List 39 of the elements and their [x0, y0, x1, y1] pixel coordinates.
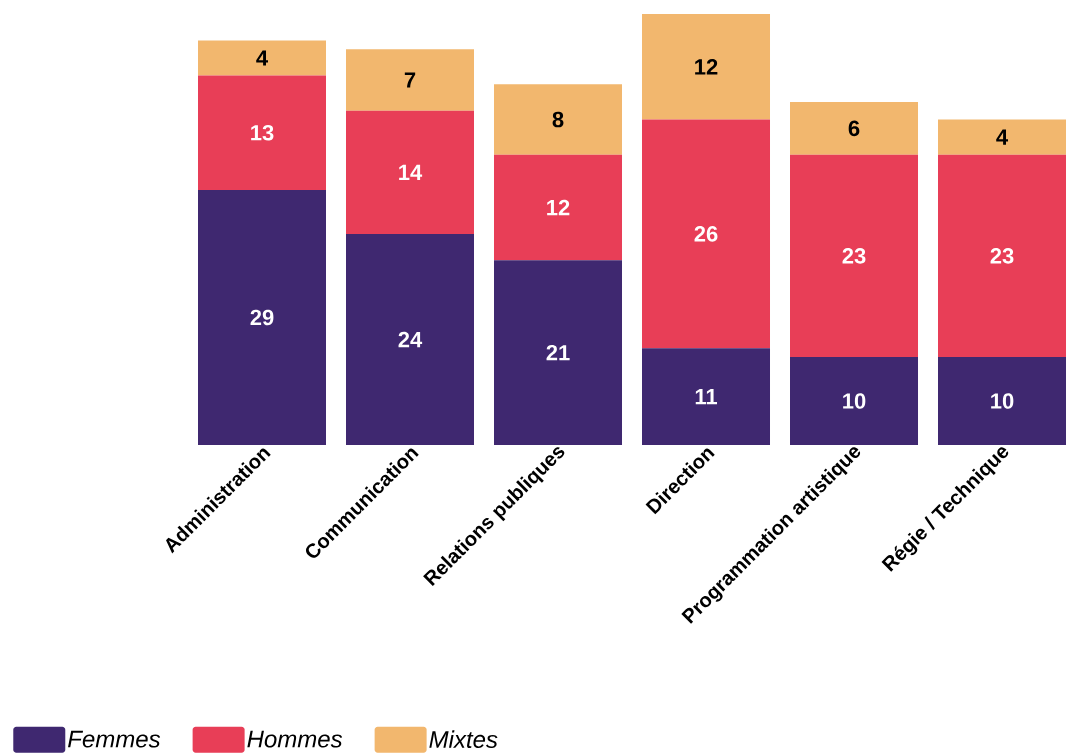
data-label: 12 — [695, 59, 718, 75]
data-label: 21 — [546, 344, 570, 361]
bar — [494, 260, 623, 445]
bar — [642, 348, 771, 445]
bar — [938, 119, 1067, 155]
data-label: 6 — [848, 120, 860, 137]
bar — [346, 110, 474, 234]
bar — [790, 357, 919, 445]
data-label: 8 — [552, 111, 564, 128]
data-label: 10 — [991, 393, 1014, 409]
bar — [198, 40, 326, 76]
legend-label: Mixtes — [429, 730, 498, 748]
data-label: 14 — [399, 164, 423, 180]
data-label: 11 — [695, 389, 718, 405]
bar — [198, 189, 326, 445]
bar — [938, 357, 1067, 445]
bar — [642, 14, 771, 120]
data-label: 7 — [404, 72, 416, 88]
bar — [938, 154, 1067, 358]
data-label: 23 — [990, 248, 1014, 264]
data-label: 23 — [842, 248, 866, 264]
legend-label: Hommes — [247, 730, 343, 748]
bar — [198, 75, 326, 190]
bar — [790, 101, 919, 155]
data-label: 12 — [547, 199, 570, 216]
bar — [346, 233, 474, 445]
data-label: 13 — [251, 124, 274, 141]
bar — [494, 154, 623, 261]
bar — [494, 84, 623, 155]
bar — [642, 119, 771, 349]
legend-label: Femmes — [68, 730, 161, 748]
data-label: 4 — [256, 50, 269, 66]
data-label: 29 — [250, 309, 274, 326]
data-label: 24 — [398, 331, 423, 348]
data-label: 4 — [996, 129, 1009, 145]
data-label: 10 — [843, 393, 866, 409]
bar — [346, 49, 474, 111]
bar — [790, 154, 919, 358]
data-label: 26 — [694, 226, 718, 242]
